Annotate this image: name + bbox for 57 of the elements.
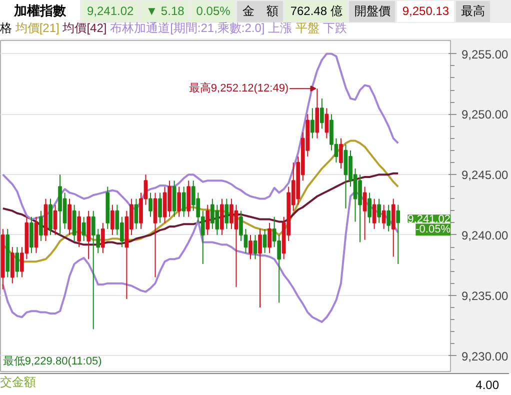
y-tick-label: 9,255.00 xyxy=(462,47,509,62)
text: 0.05% xyxy=(191,1,236,22)
text: 4.00 xyxy=(476,378,499,392)
y-tick-label: 9,250.00 xyxy=(462,108,509,122)
text: 均價[21] xyxy=(15,21,60,35)
candlestick xyxy=(339,138,343,170)
text: 762.48 億 xyxy=(285,1,348,22)
candlestick xyxy=(100,222,105,254)
candlestick xyxy=(320,98,324,130)
text: 均價[42] xyxy=(62,21,107,35)
text: ▼ 5.18 xyxy=(140,1,190,22)
line-series xyxy=(2,190,400,323)
candlestick xyxy=(258,228,262,308)
text: 開盤價 xyxy=(349,1,396,22)
text: 格 xyxy=(0,21,12,35)
candlestick xyxy=(15,246,20,278)
text: -0.05% xyxy=(416,224,451,236)
text: 交金額 xyxy=(0,375,36,389)
candlestick xyxy=(310,108,314,139)
candlestick xyxy=(248,234,252,260)
y-tick-label: 9,235.00 xyxy=(462,288,509,303)
candlestick xyxy=(82,216,86,242)
text: 下跌 xyxy=(322,21,347,35)
candlestick xyxy=(368,192,372,224)
candlestick xyxy=(158,192,162,224)
y-tick-label: 9,245.00 xyxy=(462,168,509,182)
y-tick-label: 9,230.00 xyxy=(462,349,509,364)
candlestick xyxy=(206,204,210,236)
candlestick xyxy=(148,192,152,218)
text: 最高 xyxy=(456,1,490,22)
candlestick xyxy=(377,198,381,224)
candlestick xyxy=(182,186,186,218)
text: 布林加通道[期間:21,乘數:2.0] xyxy=(110,21,265,35)
candlestick xyxy=(268,222,272,254)
annotation: 最低9,229.80(11:05) xyxy=(2,356,102,368)
candlestick xyxy=(253,234,258,260)
candlestick xyxy=(39,210,43,242)
candlestick xyxy=(324,108,329,139)
candlestick xyxy=(372,198,376,230)
candlestick xyxy=(53,204,58,236)
candlestick xyxy=(224,198,229,230)
candlestick xyxy=(386,204,391,232)
candlestick xyxy=(382,204,386,230)
y-tick-label: 9,240.00 xyxy=(462,228,509,242)
text: 9,250.13 xyxy=(397,1,454,22)
candlestick xyxy=(262,228,267,254)
text: 平盤 xyxy=(295,21,320,35)
candlestick xyxy=(134,198,138,230)
annotation: 最高9,252.12(12:49) xyxy=(188,82,289,95)
candlestick xyxy=(110,204,114,236)
candlestick xyxy=(396,204,400,264)
text: 9,241.02 xyxy=(82,1,139,22)
text: 金 額 xyxy=(237,1,284,22)
text: 上漲 xyxy=(268,21,292,35)
chart-title: 加權指數 xyxy=(0,0,80,23)
candlestick xyxy=(177,186,181,218)
candlestick xyxy=(362,186,367,240)
